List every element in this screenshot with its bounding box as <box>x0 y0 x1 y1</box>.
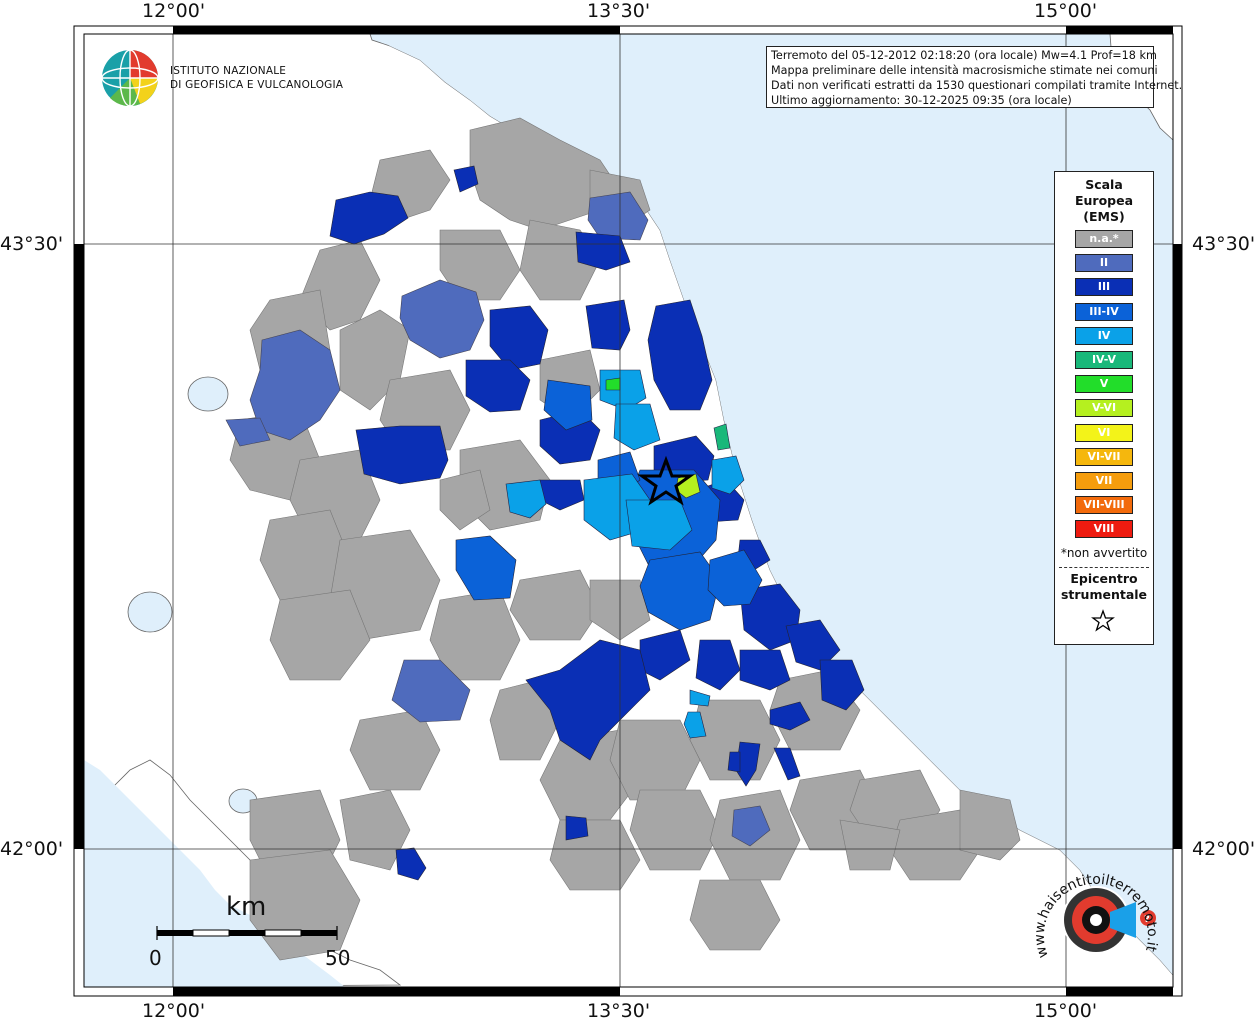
star-icon <box>1091 609 1115 632</box>
legend-swatch: IV-V <box>1075 351 1133 369</box>
haisentito-logo-icon: ? www.haisentitoilterremoto.it <box>1032 872 1160 960</box>
legend-swatch: III-IV <box>1075 302 1133 321</box>
left-label-2: 42°00' <box>0 838 64 860</box>
scale-unit: km <box>226 892 267 922</box>
scale-max-label: 50 <box>325 946 351 970</box>
legend-epicentre-line-2: strumentale <box>1060 587 1148 602</box>
legend-swatch: VI-VII <box>1075 447 1133 466</box>
legend-swatch: VIII <box>1075 520 1133 539</box>
legend-title-line-2: Europea <box>1074 193 1134 208</box>
top-label-3: 15°00' <box>1034 0 1098 22</box>
intensity-legend: Scala Europea (EMS) n.a.* II III III-IV IV IV… <box>1054 171 1154 645</box>
info-line-3: Dati non verificati estratti da 1530 que… <box>771 79 1183 92</box>
ingv-logo: ISTITUTO NAZIONALE DI GEOFISICA E VULCAN… <box>100 46 343 110</box>
legend-swatch: VI <box>1075 423 1133 442</box>
legend-note: *non avvertito <box>1060 546 1148 560</box>
svg-text:?: ? <box>1144 914 1150 925</box>
municipalities-iii <box>329 165 865 881</box>
ingv-globe-icon <box>101 49 159 107</box>
sea-tyrrhenian <box>84 760 345 987</box>
legend-swatch: II <box>1075 254 1133 273</box>
event-info-box: Terremoto del 05-12-2012 02:18:20 (ora l… <box>766 46 1183 108</box>
legend-swatch: VII-VIII <box>1075 496 1133 515</box>
haisentito-badge: ? www.haisentitoilterremoto.it <box>1032 860 1176 980</box>
bottom-label-1: 12°00' <box>142 1000 206 1022</box>
right-label-1: 43°30' <box>1192 233 1256 255</box>
scale-min-label: 0 <box>149 946 162 970</box>
right-label-2: 42°00' <box>1192 838 1256 860</box>
legend-swatch: V-VI <box>1075 399 1133 418</box>
legend-swatch: III <box>1075 278 1133 297</box>
frame-bars <box>74 26 1182 996</box>
municipalities-ii <box>225 191 771 847</box>
municipalities-iv <box>505 369 745 739</box>
top-label-1: 12°00' <box>142 0 206 22</box>
epicentre-star <box>637 455 695 506</box>
municipality-iv-v <box>713 423 731 451</box>
legend-separator <box>1059 567 1149 568</box>
lake-trasimeno <box>187 376 229 412</box>
legend-swatch: IV <box>1075 326 1133 345</box>
legend-swatch: n.a.* <box>1075 230 1133 248</box>
legend-title-line-1: Scala <box>1085 177 1123 192</box>
sea-adriatic <box>370 34 1173 975</box>
info-line-4: Ultimo aggiornamento: 30-12-2025 09:35 (… <box>771 94 1072 107</box>
info-line-1: Terremoto del 05-12-2012 02:18:20 (ora l… <box>771 49 1157 62</box>
info-line-2: Mappa preliminare delle intensità macros… <box>771 64 1158 77</box>
scale-bar <box>156 926 338 940</box>
lake-bolsena <box>127 591 173 633</box>
bottom-label-3: 15°00' <box>1034 1000 1098 1022</box>
legend-swatch: V <box>1075 375 1133 394</box>
legend-swatch: VII <box>1075 472 1133 490</box>
frame-outline <box>73 25 1183 997</box>
municipality-v <box>605 377 621 391</box>
legend-epicentre-line-1: Epicentro <box>1070 571 1138 586</box>
legend-title: Scala Europea (EMS) <box>1055 177 1153 225</box>
bottom-label-2: 13°30' <box>587 1000 651 1022</box>
logo-line-1: ISTITUTO NAZIONALE <box>170 65 287 77</box>
graticule <box>84 34 1173 987</box>
left-label-1: 43°30' <box>0 233 64 255</box>
legend-epicentre-label: Epicentro strumentale <box>1055 571 1153 603</box>
top-label-2: 13°30' <box>587 0 651 22</box>
logo-line-2: DI GEOFISICA E VULCANOLOGIA <box>170 79 344 91</box>
legend-title-line-3: (EMS) <box>1083 209 1125 224</box>
